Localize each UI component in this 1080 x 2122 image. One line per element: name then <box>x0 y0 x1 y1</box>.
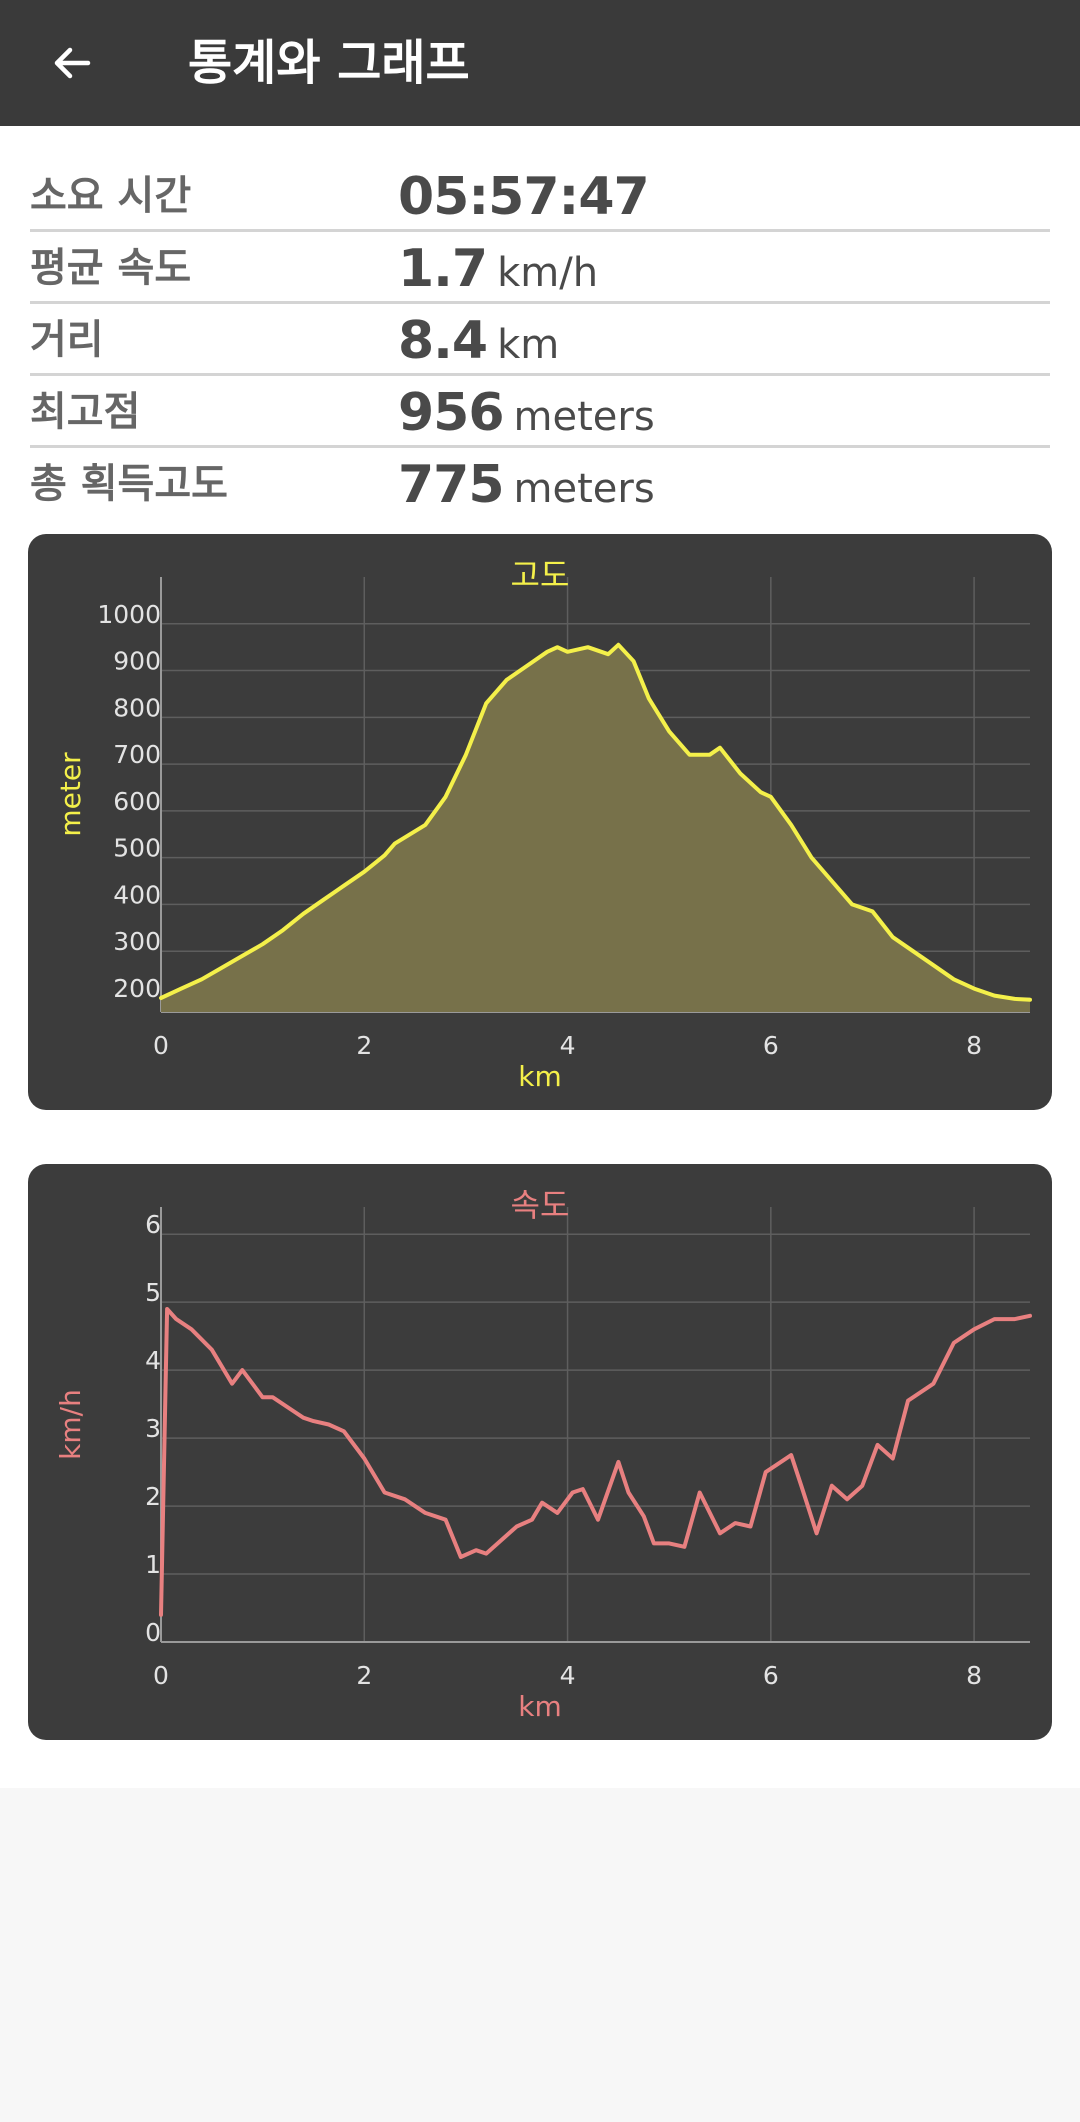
y-tick-label: 500 <box>113 834 161 863</box>
x-tick-label: 4 <box>560 1031 576 1060</box>
stat-row-avg-speed: 평균 속도 1.7 km/h <box>30 232 1050 304</box>
back-button[interactable] <box>36 27 108 99</box>
stat-value: 1.7 km/h <box>398 239 598 299</box>
stat-number: 956 <box>398 383 505 443</box>
stat-unit: km/h <box>497 250 599 296</box>
x-tick-label: 2 <box>356 1661 372 1690</box>
series-line <box>159 1307 1032 1617</box>
speed-chart-card: 0 2 4 6 8 0 1 2 3 4 5 6 속도 km km/h <box>28 1164 1052 1740</box>
x-tick-label: 2 <box>356 1031 372 1060</box>
y-tick-label: 900 <box>113 647 161 676</box>
stat-label: 최고점 <box>30 389 141 435</box>
x-axis-label: km <box>518 1060 562 1093</box>
series-line <box>159 642 1032 1002</box>
y-axis-label: km/h <box>54 1389 87 1460</box>
y-tick-label: 1 <box>145 1550 161 1579</box>
y-tick-label: 800 <box>113 693 161 722</box>
chart-title: 속도 <box>511 1186 570 1224</box>
stats-content: 소요 시간 05:57:47 평균 속도 1.7 km/h 거리 8.4 km 최고… <box>0 126 1080 1788</box>
stat-number: 05:57:47 <box>398 167 650 227</box>
stat-number: 1.7 <box>398 239 488 299</box>
y-tick-label: 5 <box>145 1278 161 1307</box>
x-tick-label: 4 <box>560 1661 576 1690</box>
stat-row-duration: 소요 시간 05:57:47 <box>30 160 1050 232</box>
stat-label: 총 획득고도 <box>30 461 228 507</box>
app-bar: 통계와 그래프 <box>0 0 1080 126</box>
stat-label: 거리 <box>30 317 104 363</box>
y-tick-label: 2 <box>145 1482 161 1511</box>
y-tick-label: 200 <box>113 974 161 1003</box>
stat-unit: meters <box>513 466 655 512</box>
elevation-chart-card: 0 2 4 6 8 200 300 400 500 600 700 800 900 1000 고도 km met… <box>28 534 1052 1110</box>
y-tick-label: 4 <box>145 1346 161 1375</box>
elevation-chart: 0 2 4 6 8 200 300 400 500 600 700 800 900 1000 고도 km met… <box>54 556 1032 1093</box>
empty-footer-area <box>0 1788 1080 2122</box>
x-tick-label: 6 <box>763 1661 779 1690</box>
stat-row-elevation-gain: 총 획득고도 775 meters <box>30 448 1050 517</box>
stats-table: 소요 시간 05:57:47 평균 속도 1.7 km/h 거리 8.4 km 최고… <box>30 160 1050 517</box>
x-tick-label: 6 <box>763 1031 779 1060</box>
stat-row-distance: 거리 8.4 km <box>30 304 1050 376</box>
stat-unit: km <box>497 322 560 368</box>
stat-value: 956 meters <box>398 383 655 443</box>
y-tick-label: 1000 <box>97 600 161 629</box>
arrow-left-icon <box>54 47 91 79</box>
stat-label: 소요 시간 <box>30 173 192 219</box>
elevation-area-fill <box>161 644 1030 1012</box>
x-tick-label: 0 <box>153 1031 169 1060</box>
stat-value: 05:57:47 <box>398 167 650 227</box>
y-tick-label: 300 <box>113 927 161 956</box>
x-tick-label: 0 <box>153 1661 169 1690</box>
y-tick-label: 600 <box>113 787 161 816</box>
y-tick-label: 3 <box>145 1414 161 1443</box>
stat-number: 775 <box>398 455 505 515</box>
y-axis-label: meter <box>54 752 87 837</box>
y-tick-label: 400 <box>113 880 161 909</box>
chart-title: 고도 <box>511 556 570 594</box>
stat-value: 8.4 km <box>398 311 559 371</box>
speed-chart: 0 2 4 6 8 0 1 2 3 4 5 6 속도 km km/h <box>54 1186 1032 1723</box>
stat-number: 8.4 <box>398 311 488 371</box>
stat-value: 775 meters <box>398 455 655 515</box>
y-tick-label: 700 <box>113 740 161 769</box>
stat-unit: meters <box>513 394 655 440</box>
y-tick-label: 6 <box>145 1210 161 1239</box>
stat-row-max-elevation: 최고점 956 meters <box>30 376 1050 448</box>
x-tick-label: 8 <box>966 1031 982 1060</box>
x-axis-label: km <box>518 1690 562 1723</box>
page-title: 통계와 그래프 <box>188 35 470 91</box>
stat-label: 평균 속도 <box>30 245 192 291</box>
y-tick-label: 0 <box>145 1618 161 1647</box>
x-tick-label: 8 <box>966 1661 982 1690</box>
